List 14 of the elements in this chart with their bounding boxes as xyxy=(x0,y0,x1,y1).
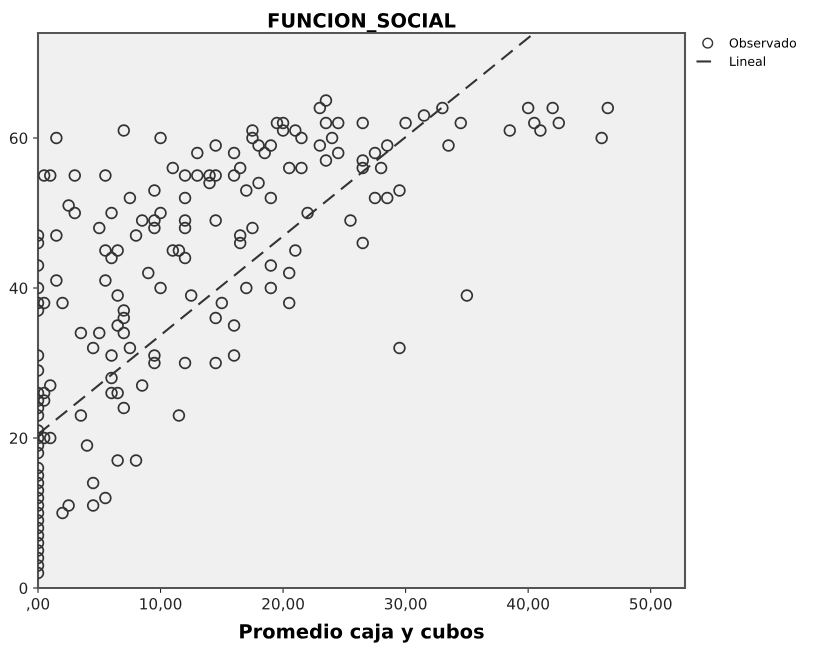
x-tick-label: 30,00 xyxy=(384,598,426,612)
legend-label: Observado xyxy=(730,38,796,48)
y-tick-label: 20 xyxy=(10,432,28,444)
chart-title: FUNCION_SOCIAL xyxy=(268,13,456,32)
x-tick-label: 20,00 xyxy=(262,598,304,612)
x-tick-label: 10,00 xyxy=(140,598,182,612)
y-tick-label: 40 xyxy=(10,282,28,294)
x-tick-label: 40,00 xyxy=(507,598,550,612)
legend-label: Lineal xyxy=(730,56,765,66)
x-axis-title: Promedio caja y cubos xyxy=(240,624,484,643)
x-tick-label: 50,00 xyxy=(630,598,672,612)
x-tick-label: ,00 xyxy=(27,598,50,612)
y-tick-label: 60 xyxy=(10,132,28,144)
y-tick-label: 0 xyxy=(20,582,28,594)
